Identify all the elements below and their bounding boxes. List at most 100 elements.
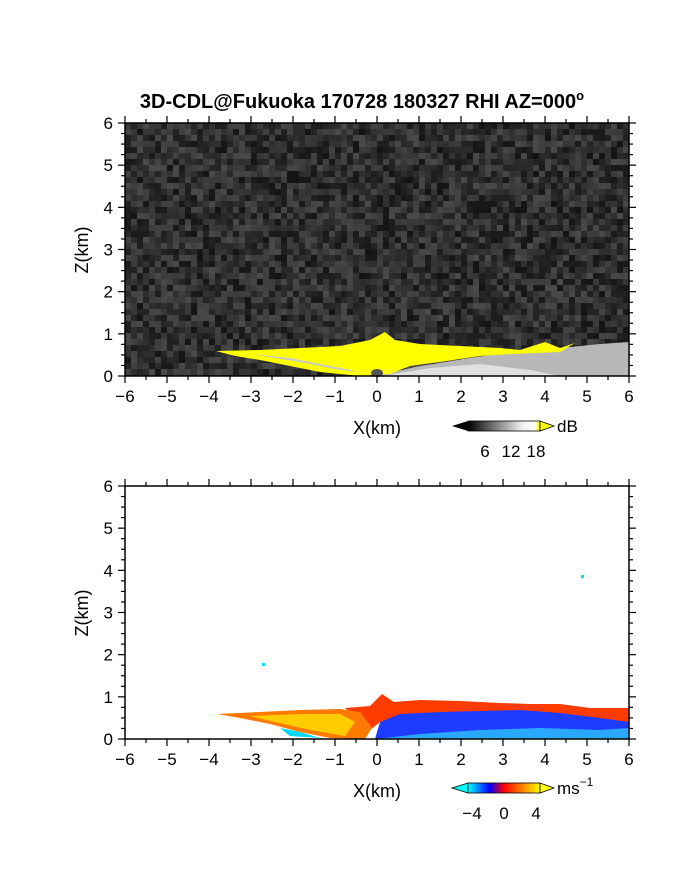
noise-cell (155, 351, 161, 357)
noise-cell (287, 183, 293, 189)
noise-cell (311, 213, 317, 219)
noise-cell (347, 135, 353, 141)
noise-cell (353, 273, 359, 279)
noise-cell (275, 165, 281, 171)
noise-cell (191, 213, 197, 219)
noise-cell (599, 237, 605, 243)
noise-cell (359, 213, 365, 219)
noise-cell (167, 171, 173, 177)
noise-cell (233, 171, 239, 177)
noise-cell (365, 147, 371, 153)
noise-cell (617, 267, 623, 273)
noise-cell (371, 309, 377, 315)
noise-cell (407, 207, 413, 213)
noise-cell (413, 363, 419, 369)
noise-cell (605, 303, 611, 309)
noise-cell (257, 201, 263, 207)
noise-cell (125, 297, 131, 303)
noise-cell (569, 207, 575, 213)
noise-cell (545, 171, 551, 177)
noise-cell (467, 159, 473, 165)
noise-cell (485, 261, 491, 267)
noise-cell (371, 219, 377, 225)
noise-cell (449, 123, 455, 129)
noise-cell (389, 231, 395, 237)
noise-cell (587, 171, 593, 177)
noise-cell (479, 123, 485, 129)
noise-cell (233, 279, 239, 285)
noise-cell (491, 267, 497, 273)
noise-cell (599, 279, 605, 285)
noise-cell (143, 201, 149, 207)
reflectivity-x-tick-label: 6 (624, 387, 633, 406)
noise-cell (329, 309, 335, 315)
noise-cell (293, 159, 299, 165)
noise-cell (503, 207, 509, 213)
noise-cell (515, 189, 521, 195)
noise-cell (317, 279, 323, 285)
noise-cell (461, 321, 467, 327)
noise-cell (233, 183, 239, 189)
noise-cell (311, 243, 317, 249)
noise-cell (521, 345, 527, 351)
noise-cell (179, 129, 185, 135)
noise-cell (569, 123, 575, 129)
noise-cell (245, 315, 251, 321)
noise-cell (173, 321, 179, 327)
noise-cell (137, 279, 143, 285)
noise-cell (623, 255, 629, 261)
noise-cell (431, 153, 437, 159)
noise-cell (269, 249, 275, 255)
noise-cell (131, 189, 137, 195)
noise-cell (425, 297, 431, 303)
noise-cell (419, 315, 425, 321)
noise-cell (407, 183, 413, 189)
noise-cell (395, 153, 401, 159)
noise-cell (473, 147, 479, 153)
noise-cell (623, 237, 629, 243)
noise-cell (575, 273, 581, 279)
noise-cell (335, 303, 341, 309)
noise-cell (533, 297, 539, 303)
noise-cell (173, 291, 179, 297)
noise-cell (425, 207, 431, 213)
noise-cell (221, 237, 227, 243)
noise-cell (149, 303, 155, 309)
noise-cell (167, 297, 173, 303)
noise-cell (575, 339, 581, 345)
noise-cell (371, 261, 377, 267)
noise-cell (341, 327, 347, 333)
noise-cell (269, 201, 275, 207)
noise-cell (359, 177, 365, 183)
noise-cell (521, 297, 527, 303)
noise-cell (257, 159, 263, 165)
noise-cell (341, 273, 347, 279)
noise-cell (539, 219, 545, 225)
noise-cell (497, 297, 503, 303)
noise-cell (137, 321, 143, 327)
noise-cell (455, 237, 461, 243)
noise-cell (293, 339, 299, 345)
noise-cell (179, 339, 185, 345)
noise-cell (215, 267, 221, 273)
noise-cell (305, 135, 311, 141)
noise-cell (203, 327, 209, 333)
noise-cell (329, 171, 335, 177)
noise-cell (497, 273, 503, 279)
noise-cell (125, 273, 131, 279)
noise-cell (539, 129, 545, 135)
noise-cell (431, 171, 437, 177)
noise-cell (575, 303, 581, 309)
noise-cell (491, 165, 497, 171)
noise-cell (353, 135, 359, 141)
noise-cell (149, 297, 155, 303)
noise-cell (131, 255, 137, 261)
noise-cell (227, 213, 233, 219)
noise-cell (473, 201, 479, 207)
noise-cell (137, 153, 143, 159)
noise-cell (449, 267, 455, 273)
noise-cell (215, 309, 221, 315)
noise-cell (227, 123, 233, 129)
noise-cell (551, 129, 557, 135)
noise-cell (257, 303, 263, 309)
